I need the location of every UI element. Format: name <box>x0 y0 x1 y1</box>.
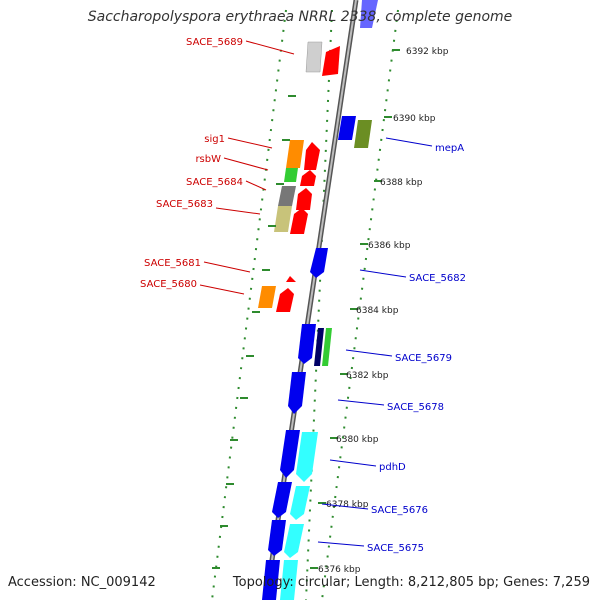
gene-glyph[interactable] <box>288 372 306 414</box>
topology-text: Topology: circular; Length: 8,212,805 bp… <box>232 575 590 590</box>
gene-glyph[interactable] <box>258 286 276 308</box>
gene-label-sace-5676[interactable]: SACE_5676 <box>371 505 428 516</box>
gene-label-sace-5675[interactable]: SACE_5675 <box>367 543 424 554</box>
gene-glyph[interactable] <box>274 206 292 232</box>
gene-label-sace-5682[interactable]: SACE_5682 <box>409 273 466 284</box>
minor-ticks <box>212 95 296 569</box>
ruler-label: 6378 kbp <box>326 500 369 510</box>
gene-label-pdhd[interactable]: pdhD <box>379 462 406 473</box>
gene-glyph[interactable] <box>276 288 294 312</box>
gene-label-sace-5679[interactable]: SACE_5679 <box>395 353 452 364</box>
gene-glyph[interactable] <box>296 188 312 210</box>
ruler-label: 6386 kbp <box>368 241 411 251</box>
accession-text: Accession: NC_009142 <box>8 575 156 590</box>
gene-glyph[interactable] <box>284 524 304 558</box>
gene-label-sace-5678[interactable]: SACE_5678 <box>387 402 444 413</box>
gene-glyph[interactable] <box>305 41 323 73</box>
reverse-gene-labels: mepA SACE_5682 SACE_5679 SACE_5678 pdhD … <box>317 137 466 554</box>
gene-glyph[interactable] <box>322 46 340 76</box>
gene-glyph[interactable] <box>280 560 298 600</box>
gene-label-sace-5689[interactable]: SACE_5689 <box>186 37 243 48</box>
gene-label-rsbw[interactable]: rsbW <box>195 154 221 165</box>
forward-gene-labels: SACE_5689 sig1 rsbW SACE_5684 SACE_5683 … <box>140 37 295 295</box>
gene-glyph[interactable] <box>284 168 298 182</box>
gene-glyph[interactable] <box>322 328 332 366</box>
ruler-label: 6388 kbp <box>380 178 423 188</box>
gene-glyph[interactable] <box>298 324 316 364</box>
gene-glyph[interactable] <box>314 328 324 366</box>
gene-glyph[interactable] <box>304 142 320 170</box>
gene-glyph[interactable] <box>300 170 316 186</box>
gene-glyph[interactable] <box>338 116 356 140</box>
gene-glyph[interactable] <box>268 520 286 556</box>
ruler-label: 6380 kbp <box>336 435 379 445</box>
gene-label-mepa[interactable]: mepA <box>435 143 464 154</box>
gene-label-sace-5681[interactable]: SACE_5681 <box>144 258 201 269</box>
gene-label-sace-5680[interactable]: SACE_5680 <box>140 279 197 290</box>
ruler-label: 6384 kbp <box>356 306 399 316</box>
ruler-label: 6376 kbp <box>318 565 361 575</box>
gene-glyph[interactable] <box>290 208 308 234</box>
gene-glyph[interactable] <box>360 0 378 28</box>
gene-glyph[interactable] <box>280 430 300 478</box>
gene-glyph[interactable] <box>296 432 318 482</box>
ruler-label: 6382 kbp <box>346 371 389 381</box>
gene-label-sig1[interactable]: sig1 <box>204 134 225 145</box>
gene-label-sace-5683[interactable]: SACE_5683 <box>156 199 213 210</box>
gene-glyph[interactable] <box>286 140 304 168</box>
gene-glyph[interactable] <box>278 186 296 206</box>
gene-glyph[interactable] <box>262 560 280 600</box>
gene-glyph[interactable] <box>272 482 292 518</box>
gene-glyph[interactable] <box>310 248 328 278</box>
gene-glyph[interactable] <box>290 486 310 520</box>
gene-glyph[interactable] <box>354 120 372 148</box>
gene-glyph[interactable] <box>286 276 296 282</box>
gene-glyphs <box>258 0 378 600</box>
gene-label-sace-5684[interactable]: SACE_5684 <box>186 177 243 188</box>
map-title: Saccharopolyspora erythraea NRRL 2338, c… <box>87 9 513 25</box>
ruler: 6392 kbp 6390 kbp 6388 kbp 6386 kbp 6384… <box>310 47 449 575</box>
ruler-label: 6390 kbp <box>393 114 436 124</box>
ruler-label: 6392 kbp <box>406 47 449 57</box>
